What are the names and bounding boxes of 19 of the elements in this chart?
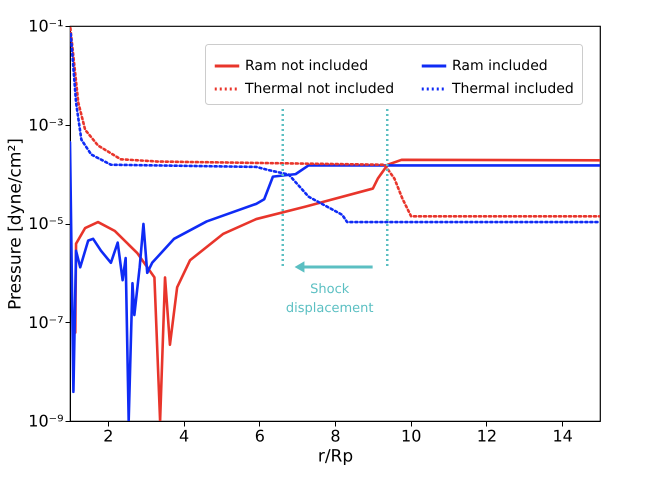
y-tick-label: 10⁻⁷	[28, 312, 64, 332]
x-axis-title: r/Rp	[318, 446, 354, 466]
legend-label: Thermal included	[451, 81, 574, 97]
x-tick-label: 12	[476, 426, 498, 446]
legend-label: Ram not included	[245, 58, 368, 74]
x-tick-label: 4	[178, 426, 190, 446]
x-tick-label: 14	[552, 426, 573, 446]
x-tick-label: 2	[103, 426, 114, 446]
y-tick-label: 10⁻⁵	[28, 214, 64, 233]
x-tick-label: 6	[254, 426, 265, 446]
y-tick-label: 10⁻¹	[28, 16, 64, 36]
legend-label: Ram included	[452, 58, 548, 74]
y-tick-label: 10⁻³	[28, 115, 64, 134]
annotation: Shock displacement	[286, 282, 374, 316]
y-tick-label: 10⁻⁹	[28, 412, 64, 430]
legend-label: Thermal not included	[244, 81, 394, 97]
x-tick-label: 10	[401, 426, 422, 446]
x-tick-label: 8	[330, 426, 341, 446]
y-axis-title: Pressure [dyne/cm²]	[5, 138, 26, 310]
